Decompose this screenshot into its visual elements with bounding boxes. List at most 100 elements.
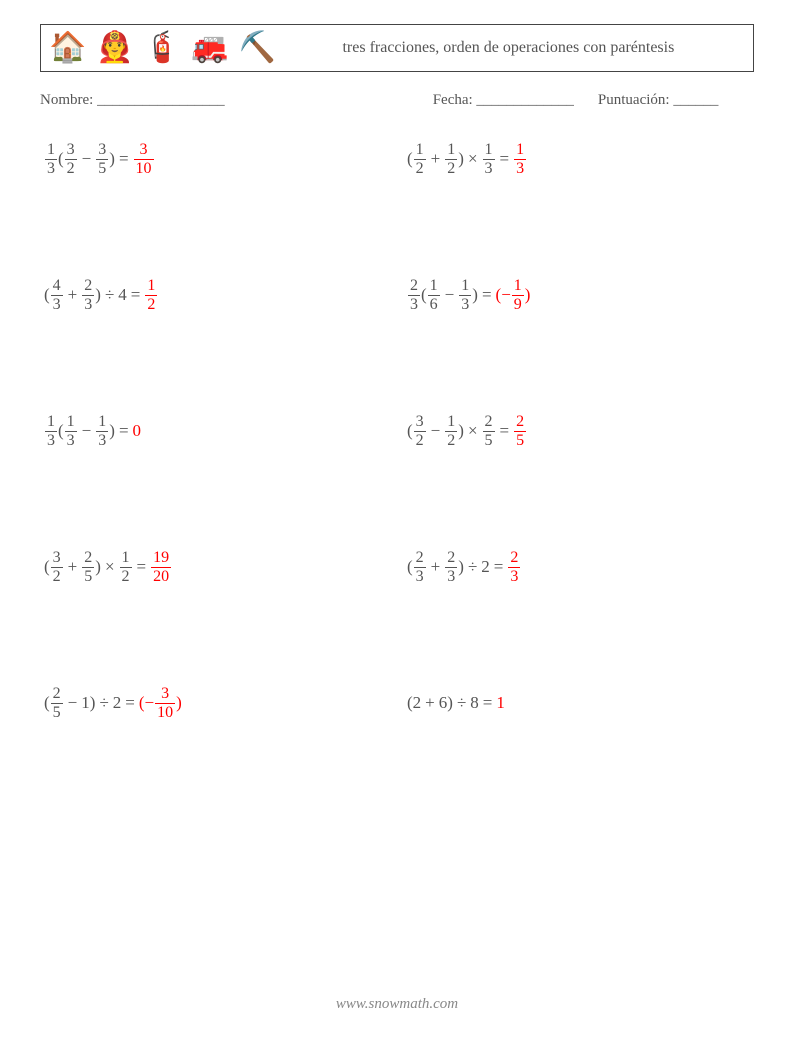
- problems-grid: 13(32−35)=310(12+12)×13=13(43+23)÷4=1223…: [40, 137, 754, 725]
- fraction: 13: [45, 414, 57, 449]
- operator: ×: [468, 149, 478, 169]
- text-token: 2: [481, 557, 490, 577]
- operator: +: [68, 557, 78, 577]
- text-token: (: [58, 149, 64, 169]
- answer: 25: [513, 414, 527, 449]
- expression: (43+23)÷4=: [44, 278, 144, 313]
- operator: =: [483, 693, 493, 713]
- text-token: (: [44, 693, 50, 713]
- operator: =: [131, 285, 141, 305]
- header-box: 🏠 👨‍🚒 🧯 🚒 ⛏️ tres fracciones, orden de o…: [40, 24, 754, 72]
- operator: −: [82, 421, 92, 441]
- problem-9: (25−1)÷2=(−310): [44, 681, 387, 725]
- operator: −: [82, 149, 92, 169]
- problem-4: 23(16−13)=(−19): [407, 273, 750, 317]
- fraction: 12: [414, 142, 426, 177]
- text-token: (: [407, 421, 413, 441]
- answer: (−310): [139, 686, 182, 721]
- expression: (32+25)×12=: [44, 550, 150, 585]
- text-token: ): [472, 285, 478, 305]
- firefighter-icon: 👨‍🚒: [96, 33, 133, 63]
- answer: 1: [496, 693, 505, 713]
- text-token: (: [421, 285, 427, 305]
- fraction: 16: [428, 278, 440, 313]
- header-icons: 🏠 👨‍🚒 🧯 🚒 ⛏️: [41, 33, 276, 63]
- extinguisher-icon: 🧯: [144, 33, 181, 63]
- house-icon: 🏠: [49, 33, 86, 63]
- text-token: ): [458, 557, 464, 577]
- operator: =: [125, 693, 135, 713]
- fraction: 19: [512, 278, 524, 313]
- date-field: Fecha: _____________: [433, 92, 574, 109]
- operator: +: [68, 285, 78, 305]
- text-token: (: [407, 557, 413, 577]
- expression: (23+23)÷2=: [407, 550, 507, 585]
- operator: ÷: [105, 285, 114, 305]
- fraction: 25: [514, 414, 526, 449]
- fraction: 25: [82, 550, 94, 585]
- fraction: 32: [65, 142, 77, 177]
- text-token: (2: [407, 693, 421, 713]
- fraction: 13: [65, 414, 77, 449]
- operator: ×: [105, 557, 115, 577]
- fraction: 13: [96, 414, 108, 449]
- name-field: Nombre: _________________: [40, 92, 433, 109]
- worksheet-title: tres fracciones, orden de operaciones co…: [276, 37, 753, 59]
- text-token: (−: [496, 285, 511, 305]
- expression: (12+12)×13=: [407, 142, 513, 177]
- fraction: 310: [134, 142, 154, 177]
- answer: 1920: [150, 550, 172, 585]
- problem-2: (12+12)×13=13: [407, 137, 750, 181]
- operator: +: [431, 149, 441, 169]
- operator: =: [494, 557, 504, 577]
- text-token: 1: [496, 693, 505, 713]
- problem-8: (23+23)÷2=23: [407, 545, 750, 589]
- fraction: 25: [51, 686, 63, 721]
- text-token: 4: [118, 285, 127, 305]
- answer: 12: [144, 278, 158, 313]
- text-token: 1: [81, 693, 90, 713]
- fraction: 32: [51, 550, 63, 585]
- fraction: 13: [45, 142, 57, 177]
- problem-1: 13(32−35)=310: [44, 137, 387, 181]
- fraction: 23: [414, 550, 426, 585]
- firetruck-icon: 🚒: [191, 33, 228, 63]
- problem-5: 13(13−13)=0: [44, 409, 387, 453]
- fraction: 32: [414, 414, 426, 449]
- answer: 13: [513, 142, 527, 177]
- expression: (2+6)÷8=: [407, 693, 496, 713]
- text-token: 0: [133, 421, 142, 441]
- fraction: 13: [514, 142, 526, 177]
- problem-7: (32+25)×12=1920: [44, 545, 387, 589]
- operator: =: [119, 421, 129, 441]
- text-token: 8: [470, 693, 479, 713]
- operator: +: [425, 693, 435, 713]
- fraction: 23: [508, 550, 520, 585]
- operator: =: [500, 149, 510, 169]
- fraction: 310: [155, 686, 175, 721]
- text-token: ): [458, 421, 464, 441]
- fraction: 12: [445, 142, 457, 177]
- fraction: 23: [408, 278, 420, 313]
- operator: −: [431, 421, 441, 441]
- answer: 0: [133, 421, 142, 441]
- expression: 13(32−35)=: [44, 142, 133, 177]
- expression: (25−1)÷2=: [44, 686, 139, 721]
- text-token: ): [525, 285, 531, 305]
- fraction: 13: [459, 278, 471, 313]
- operator: +: [431, 557, 441, 577]
- operator: =: [500, 421, 510, 441]
- operator: −: [445, 285, 455, 305]
- pickaxe-icon: ⛏️: [238, 33, 275, 63]
- expression: 13(13−13)=: [44, 414, 133, 449]
- operator: −: [68, 693, 78, 713]
- text-token: ): [176, 693, 182, 713]
- answer: (−19): [496, 278, 531, 313]
- expression: 23(16−13)=: [407, 278, 496, 313]
- fraction: 43: [51, 278, 63, 313]
- text-token: (−: [139, 693, 154, 713]
- fraction: 23: [82, 278, 94, 313]
- text-token: (: [58, 421, 64, 441]
- score-field: Puntuación: ______: [598, 92, 718, 109]
- answer: 310: [133, 142, 155, 177]
